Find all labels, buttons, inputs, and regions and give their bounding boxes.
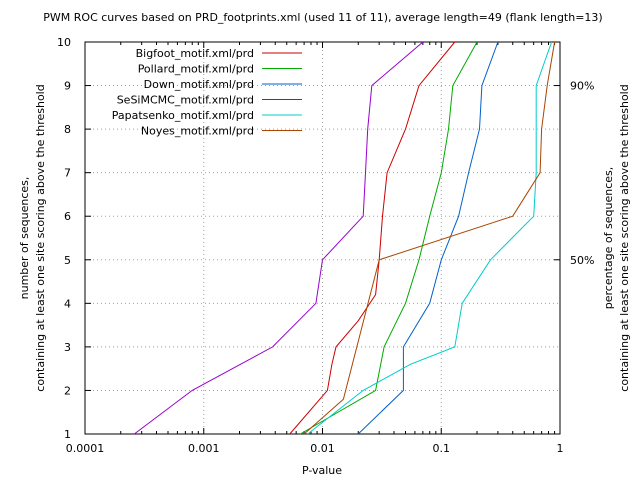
y-tick-label: 1 <box>64 428 71 441</box>
x-axis-label: P-value <box>302 464 342 477</box>
y-tick-label: 4 <box>64 297 71 310</box>
y-tick-label: 10 <box>57 36 71 49</box>
legend-label-3: Down_motif.xml/prd <box>144 78 254 91</box>
y-tick-label: 7 <box>64 167 71 180</box>
legend-label-1: Bigfoot_motif.xml/prd <box>136 47 254 60</box>
x-tick-label: 0.0001 <box>66 442 105 455</box>
legend-label-5: Papatsenko_motif.xml/prd <box>112 109 254 122</box>
legend-label-4: SeSiMCMC_motif.xml/prd <box>117 94 254 107</box>
x-tick-label: 0.001 <box>188 442 220 455</box>
x-tick-label: 0.1 <box>433 442 451 455</box>
y2-axis-label-line-1: percentage of sequences, <box>602 167 615 309</box>
y-axis-label-line-2: containing at least one site scoring abo… <box>34 84 47 391</box>
y-tick-label: 2 <box>64 384 71 397</box>
series-line-5 <box>307 41 553 435</box>
x-tick-label: 0.01 <box>310 442 335 455</box>
series-layer <box>133 41 556 435</box>
legend: Bigfoot_motif.xml/prd Pollard_motif.xml/p… <box>112 47 302 138</box>
series-line-4 <box>133 41 424 435</box>
y2-tick-label: 90% <box>570 80 594 93</box>
series-line-6 <box>303 41 556 435</box>
y-tick-label: 3 <box>64 341 71 354</box>
y-tick-label: 9 <box>64 80 71 93</box>
ticks: 0.0001 0.001 0.01 0.1 1 1 2 3 4 5 6 7 8 9 10 50% 90% <box>57 36 594 455</box>
grid <box>85 42 560 434</box>
legend-label-2: Pollard_motif.xml/prd <box>138 63 254 76</box>
series-line-1 <box>289 41 456 435</box>
x-tick-label: 1 <box>557 442 564 455</box>
y-tick-label: 6 <box>64 210 71 223</box>
series-line-2 <box>300 41 478 435</box>
series-line-3 <box>357 41 499 435</box>
y2-tick-label: 50% <box>570 254 594 267</box>
y-tick-label: 5 <box>64 254 71 267</box>
y-axis-label-line-1: number of sequences, <box>18 177 31 300</box>
y2-axis-label-line-2: containing at least one site scoring abo… <box>618 84 631 391</box>
y-tick-label: 8 <box>64 123 71 136</box>
chart-title: PWM ROC curves based on PRD_footprints.x… <box>43 11 602 24</box>
legend-label-6: Noyes_motif.xml/prd <box>141 125 254 138</box>
